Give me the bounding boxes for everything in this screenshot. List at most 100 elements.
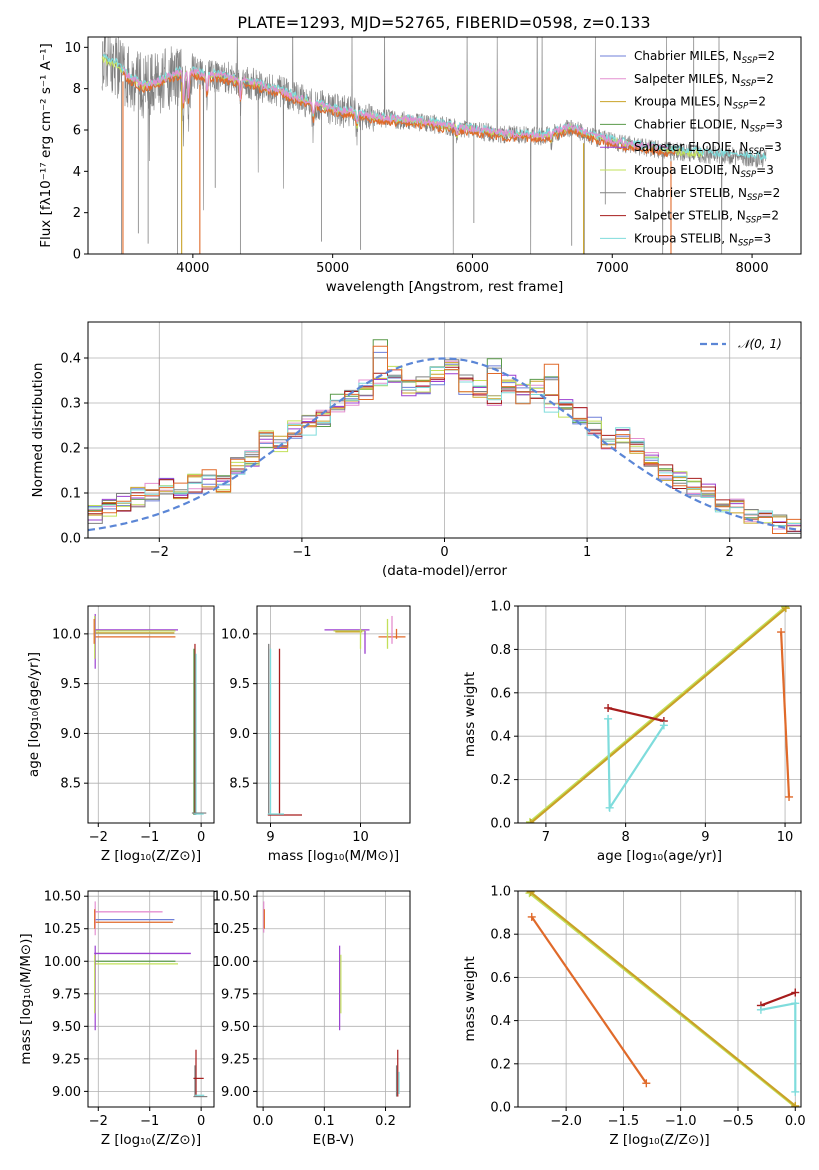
y-tick-label: 0.2 xyxy=(60,442,81,457)
grid-lines xyxy=(88,891,214,1107)
x-tick-label: 9 xyxy=(701,830,709,845)
x-tick-label: 1 xyxy=(583,545,591,560)
y-tick-label: 0.4 xyxy=(60,352,81,367)
chart-mass_vs_ebv: 0.0 0.1 0.2 9.00 9.25 9.50 9.75 10.00 10.25 10.50… xyxy=(213,890,411,1148)
residual-histogram xyxy=(88,357,801,534)
chart-weight_vs_Z: −2.0 −1.5 −1.0 −0.5 0.0 0.0 0.2 0.4 0.6 0.8 1.0 Z [… xyxy=(462,885,806,1149)
chart-title: PLATE=1293, MJD=52765, FIBERID=0598, z=0… xyxy=(237,13,650,32)
y-tick-label: 10.25 xyxy=(213,922,250,937)
x-tick-label: −2 xyxy=(89,1114,108,1129)
legend-entry: Chabrier STELIB, NSSP=2 xyxy=(634,186,780,203)
y-tick-label: 10 xyxy=(64,41,81,56)
y-tick-label: 1.0 xyxy=(490,600,511,615)
mass-weight-series xyxy=(529,606,786,823)
y-tick-label: 9.25 xyxy=(52,1052,81,1067)
x-axis-label: wavelength [Angstrom, rest frame] xyxy=(326,279,564,295)
x-axis-label: E(B-V) xyxy=(313,1132,355,1148)
y-axis-label: mass weight xyxy=(462,956,478,1041)
data-point-marker xyxy=(604,714,613,723)
y-tick-label: 9.50 xyxy=(52,1020,81,1035)
legend-entry: Salpeter MILES, NSSP=2 xyxy=(634,72,774,89)
chart-mass_vs_Z: −2 −1 0 9.00 9.25 9.50 9.75 10.00 10.25 10.50 Z [l… xyxy=(18,890,215,1148)
axes-frame xyxy=(256,605,411,824)
y-tick-label: 0 xyxy=(73,248,81,263)
x-tick-label: 6000 xyxy=(456,261,489,276)
y-axis-label: Normed distribution xyxy=(30,363,46,498)
residual-histogram xyxy=(88,366,801,527)
y-tick-label: 10.50 xyxy=(213,890,250,905)
x-tick-label: 7000 xyxy=(596,261,629,276)
x-tick-label: 0 xyxy=(440,545,448,560)
plot-area xyxy=(263,901,400,1097)
mass-weight-series xyxy=(607,706,665,723)
y-tick-label: 8.5 xyxy=(60,777,81,792)
y-tick-label: 9.00 xyxy=(52,1085,81,1100)
y-axis-label: mass weight xyxy=(462,672,478,757)
x-tick-label: −1 xyxy=(140,1114,159,1129)
axes-frame xyxy=(87,36,802,255)
axes-frame xyxy=(87,321,802,539)
y-axis-label: Flux [fλ10⁻¹⁷ erg cm⁻² s⁻¹ A⁻¹] xyxy=(38,43,54,248)
x-tick-label: −1.5 xyxy=(608,1114,640,1129)
y-tick-label: 0.4 xyxy=(490,730,511,745)
x-axis-label: Z [log₁₀(Z/Z⊙)] xyxy=(101,1132,201,1148)
x-tick-label: 4000 xyxy=(176,261,209,276)
y-tick-label: 9.5 xyxy=(229,677,250,692)
legend-entry: Salpeter STELIB, NSSP=2 xyxy=(634,209,779,226)
data-point-marker xyxy=(791,1101,800,1107)
y-tick-label: 0.8 xyxy=(490,643,511,658)
data-point-marker xyxy=(791,999,800,1008)
grid-lines xyxy=(88,322,801,539)
y-tick-label: 0.0 xyxy=(490,1101,511,1116)
mass-weight-series xyxy=(530,916,648,1084)
y-tick-label: 4 xyxy=(73,165,81,180)
y-tick-label: 10.25 xyxy=(44,922,81,937)
plot-area xyxy=(93,613,207,816)
plot-area xyxy=(88,339,801,534)
y-tick-label: 10.0 xyxy=(52,627,81,642)
chart-weight_vs_age: 7 8 9 10 0.0 0.2 0.4 0.6 0.8 1.0 age [log₁₀(age/yr… xyxy=(462,600,802,864)
y-tick-label: 0.2 xyxy=(490,1057,511,1072)
grid-lines xyxy=(88,606,214,823)
x-tick-label: 7 xyxy=(542,830,550,845)
x-tick-label: 10 xyxy=(352,830,369,845)
y-tick-label: 9.75 xyxy=(221,987,250,1002)
y-tick-label: 8 xyxy=(73,82,81,97)
axes-frame xyxy=(517,890,802,1108)
data-point-marker xyxy=(604,703,613,712)
residual-histogram xyxy=(88,366,801,532)
x-tick-label: 5000 xyxy=(316,261,349,276)
mass-weight-series xyxy=(780,631,791,798)
x-tick-label: 0.0 xyxy=(785,1114,806,1129)
y-tick-label: 9.25 xyxy=(221,1052,250,1067)
data-point-marker xyxy=(526,819,535,823)
legend-entry: Chabrier MILES, NSSP=2 xyxy=(634,49,775,66)
mass-weight-series xyxy=(760,1001,797,1092)
y-tick-label: 0.0 xyxy=(490,817,511,832)
y-tick-label: 10.50 xyxy=(44,890,81,905)
mass-weight-series xyxy=(529,891,796,1107)
data-point-marker xyxy=(791,988,800,997)
y-tick-label: 9.75 xyxy=(52,987,81,1002)
y-axis-label: mass [log₁₀(M/M⊙)] xyxy=(18,933,34,1064)
legend-entry: Kroupa ELODIE, NSSP=3 xyxy=(634,163,774,180)
grid-lines xyxy=(257,891,410,1107)
x-tick-label: −2 xyxy=(150,545,169,560)
axes-frame xyxy=(517,605,802,824)
legend-entry: Chabrier ELODIE, NSSP=3 xyxy=(634,117,783,134)
x-tick-label: 9 xyxy=(266,830,274,845)
data-point-marker xyxy=(781,606,790,613)
plot-area xyxy=(525,606,794,823)
y-tick-label: 10.00 xyxy=(213,955,250,970)
normal-distribution-curve xyxy=(88,357,801,532)
y-tick-label: 1.0 xyxy=(490,885,511,900)
x-tick-label: 0.2 xyxy=(375,1114,396,1129)
x-tick-label: 8000 xyxy=(736,261,769,276)
x-axis-label: (data-model)/error xyxy=(382,563,508,579)
data-point-marker xyxy=(526,891,535,897)
y-tick-label: 6 xyxy=(73,124,81,139)
data-point-marker xyxy=(785,792,794,801)
y-tick-label: 0.6 xyxy=(490,686,511,701)
y-tick-label: 2 xyxy=(73,206,81,221)
y-tick-label: 0.0 xyxy=(60,532,81,547)
